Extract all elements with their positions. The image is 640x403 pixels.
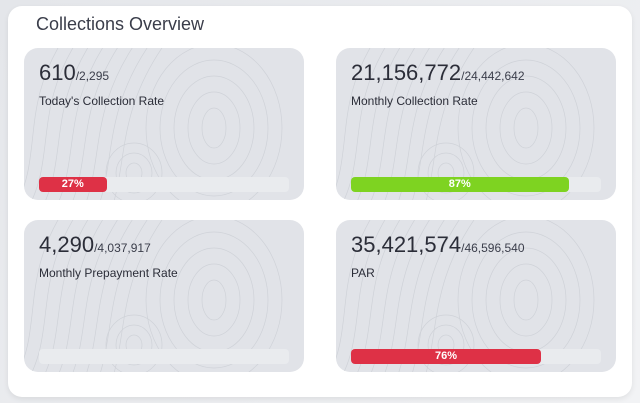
card-par: 35,421,574/46,596,540 PAR 76% [336,220,616,372]
progress-bar: 87% [351,177,601,192]
panel-title: Collections Overview [36,14,205,34]
current-value: 610 [39,60,76,85]
total-value: /24,442,642 [461,69,525,83]
progress-fill: 76% [351,349,541,364]
card-value: 610/2,295 [39,60,109,86]
current-value: 21,156,772 [351,60,462,85]
current-value: 4,290 [39,232,95,257]
progress-bar [39,349,289,364]
card-label: PAR [351,266,375,280]
current-value: 35,421,574 [351,232,462,257]
card-value: 35,421,574/46,596,540 [351,232,525,258]
card-label: Monthly Prepayment Rate [39,266,178,280]
progress-fill: 87% [351,177,569,192]
total-value: /46,596,540 [461,241,525,255]
progress-bar: 27% [39,177,289,192]
total-value: /2,295 [75,69,110,83]
progress-bar: 76% [351,349,601,364]
card-value: 4,290/4,037,917 [39,232,151,258]
progress-fill: 27% [39,177,107,192]
card-monthly-prepayment-rate: 4,290/4,037,917 Monthly Prepayment Rate [24,220,304,372]
card-todays-collection-rate: 610/2,295 Today's Collection Rate 27% [24,48,304,200]
card-label: Monthly Collection Rate [351,94,478,108]
card-monthly-collection-rate: 21,156,772/24,442,642 Monthly Collection… [336,48,616,200]
card-value: 21,156,772/24,442,642 [351,60,525,86]
topographic-background [24,48,283,200]
card-label: Today's Collection Rate [39,94,165,108]
total-value: /4,037,917 [94,241,151,255]
